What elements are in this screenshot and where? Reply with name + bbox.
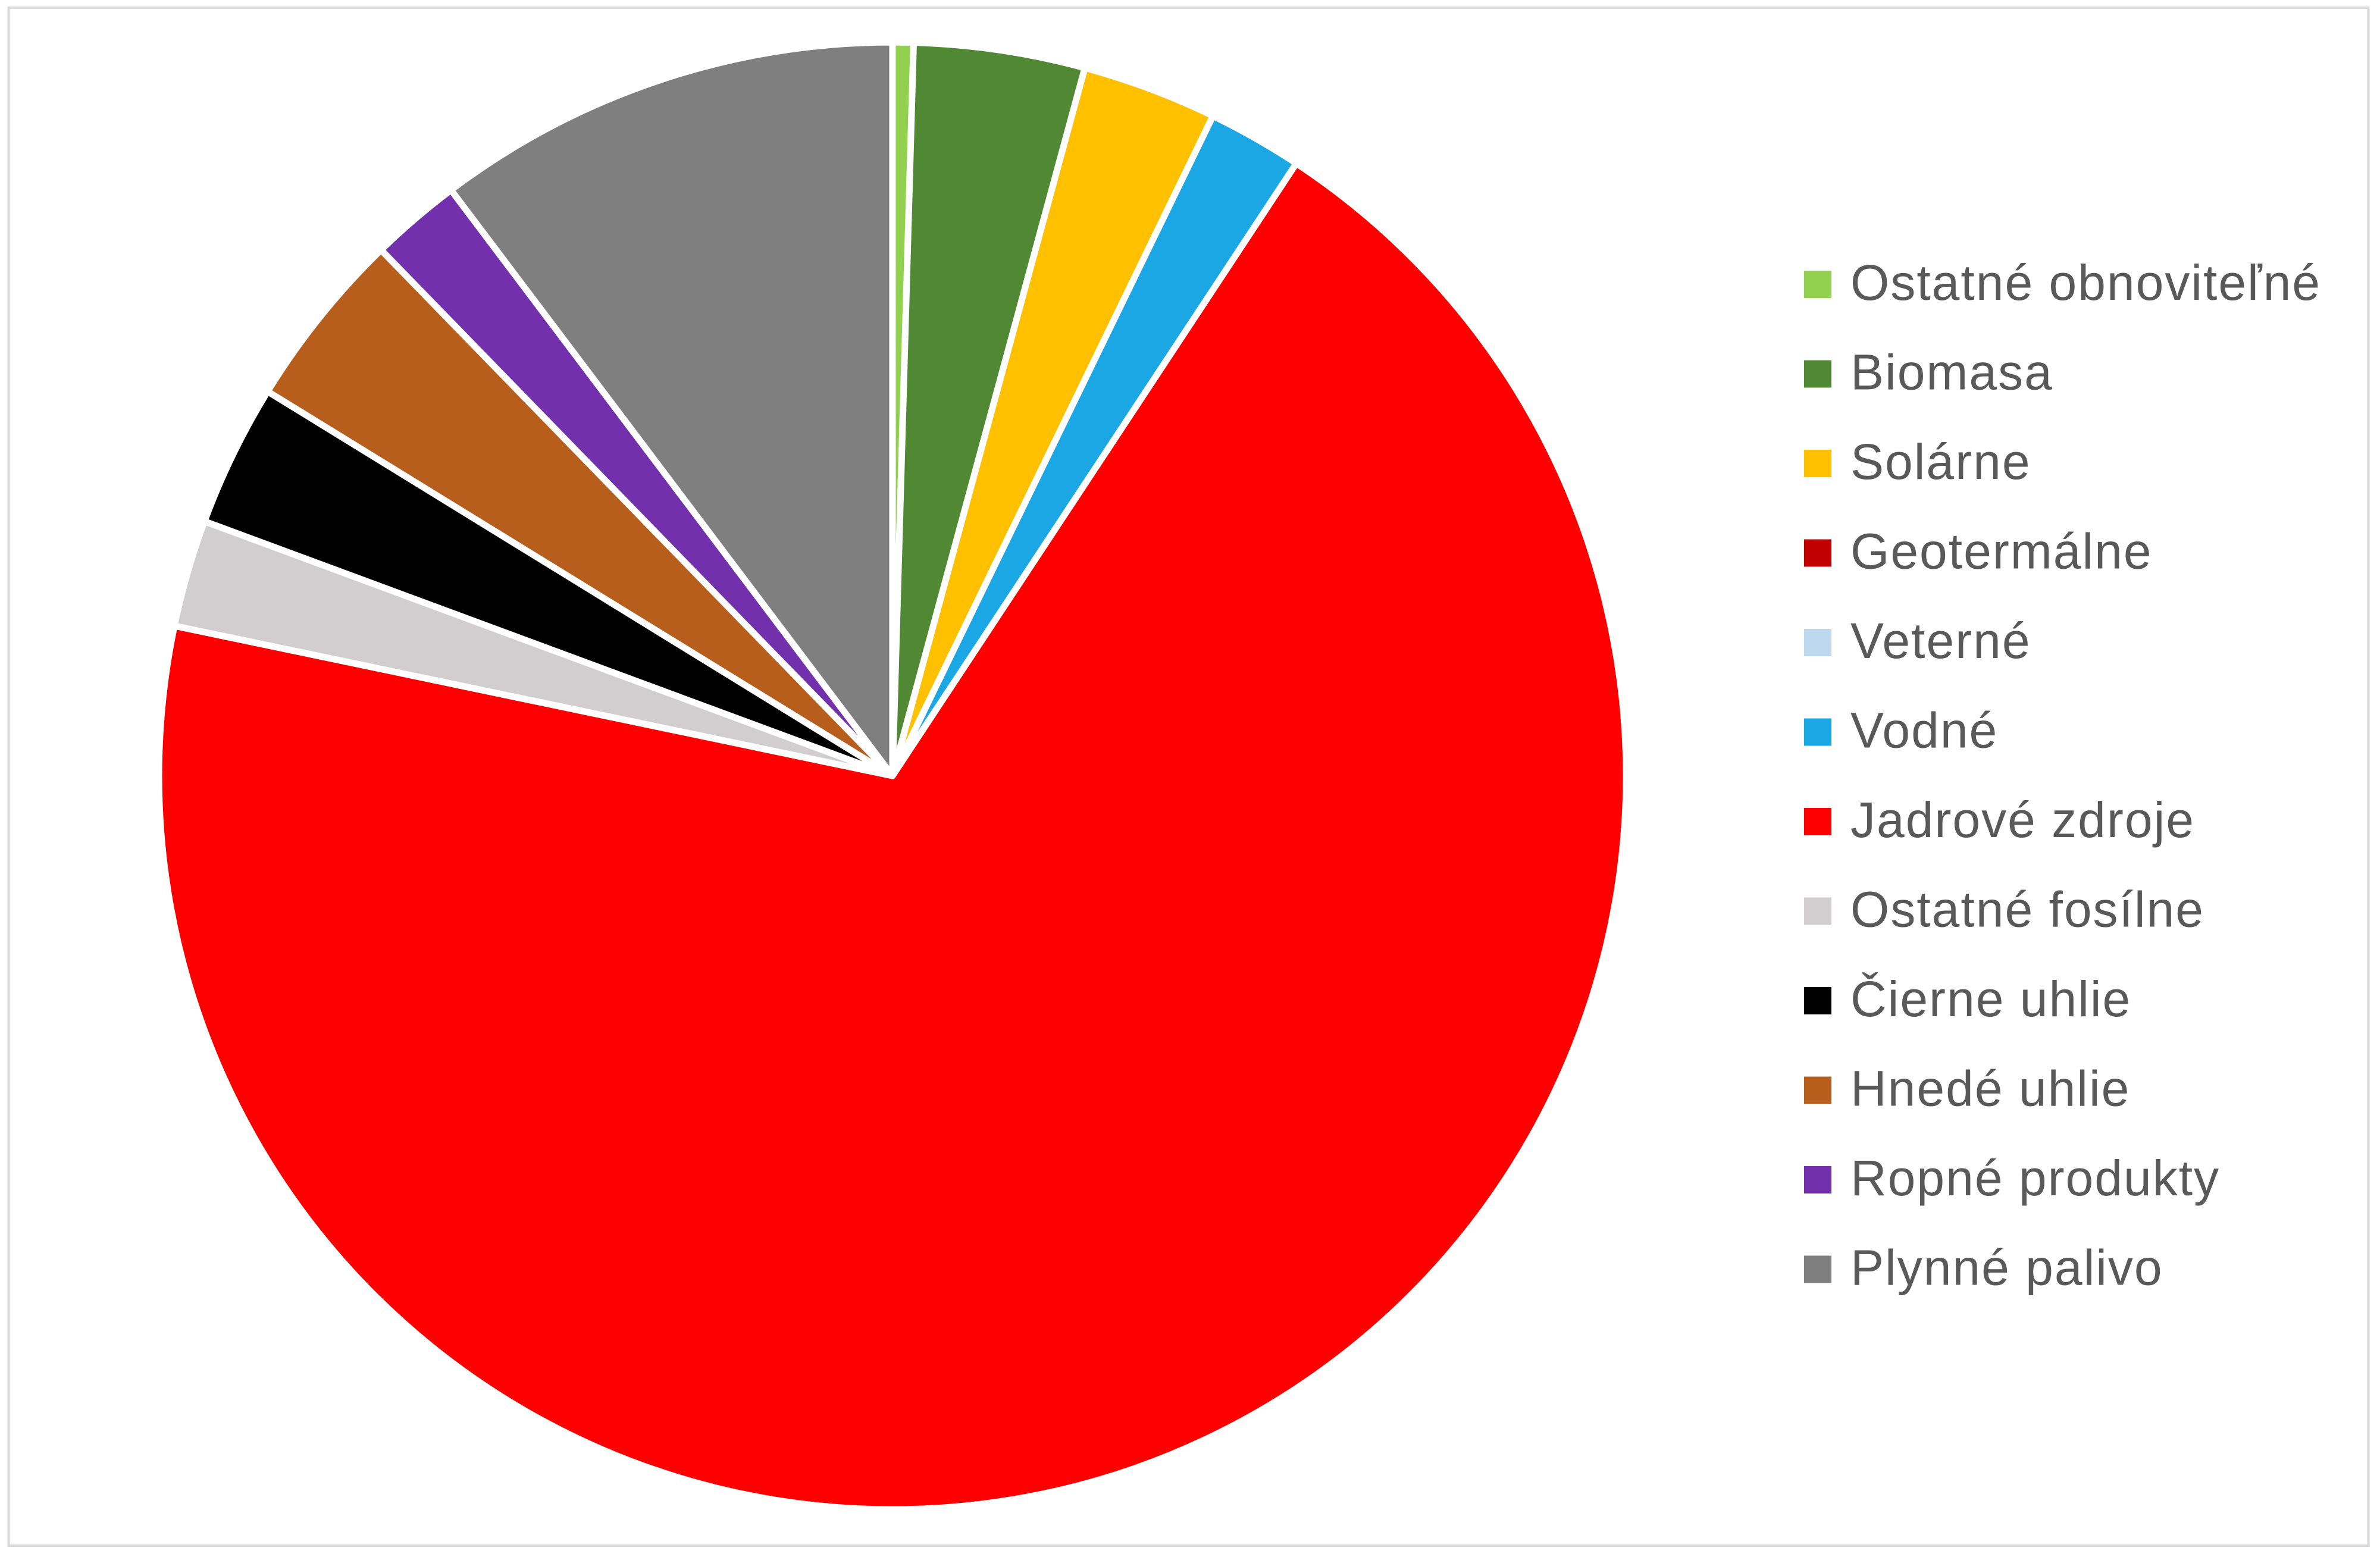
svg-text:Hnedé uhlie: Hnedé uhlie	[1850, 1061, 2130, 1117]
svg-text:Jadrové zdroje: Jadrové zdroje	[1850, 792, 2195, 848]
svg-text:Plynné palivo: Plynné palivo	[1850, 1240, 2163, 1296]
svg-text:Ropné produkty: Ropné produkty	[1850, 1150, 2220, 1206]
svg-text:Čierne uhlie: Čierne uhlie	[1850, 971, 2131, 1027]
svg-text:Biomasa: Biomasa	[1850, 344, 2053, 400]
svg-text:Ostatné fosílne: Ostatné fosílne	[1850, 882, 2204, 938]
svg-text:Ostatné obnoviteľné: Ostatné obnoviteľné	[1850, 255, 2321, 311]
svg-text:Solárne: Solárne	[1850, 434, 2031, 490]
svg-text:Veterné: Veterné	[1850, 613, 2031, 669]
svg-text:Geotermálne: Geotermálne	[1850, 524, 2153, 579]
svg-text:Vodné: Vodné	[1850, 703, 1998, 759]
